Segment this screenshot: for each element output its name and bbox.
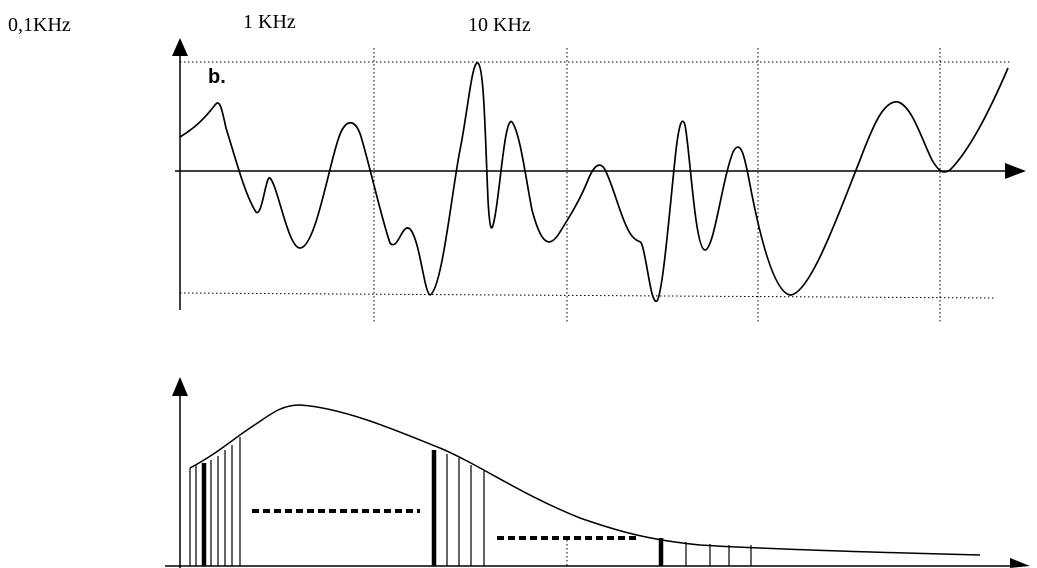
frequency-label-0-1khz: 0,1KHz: [8, 14, 71, 36]
top-x-arrow-icon: [1005, 163, 1026, 179]
time-signal-panel: b.: [172, 38, 1026, 322]
bottom-y-arrow-icon: [172, 377, 188, 396]
spectral-lines-low: [189, 437, 241, 566]
spectral-lines-mid: [446, 454, 485, 566]
top-grid: [179, 48, 1010, 322]
spectrum-envelope: [189, 404, 981, 556]
frequency-label-10khz: 10 KHz: [468, 14, 531, 36]
spectrum-panel: [165, 377, 1030, 568]
frequency-label-1khz: 1 KHz: [243, 11, 296, 33]
spectral-lines-high: [685, 542, 752, 566]
time-waveform: [179, 62, 1009, 302]
panel-label: b.: [208, 66, 226, 88]
bottom-x-arrow-icon: [1010, 558, 1030, 568]
top-y-arrow-icon: [172, 38, 188, 56]
min-level-line: [179, 292, 996, 299]
